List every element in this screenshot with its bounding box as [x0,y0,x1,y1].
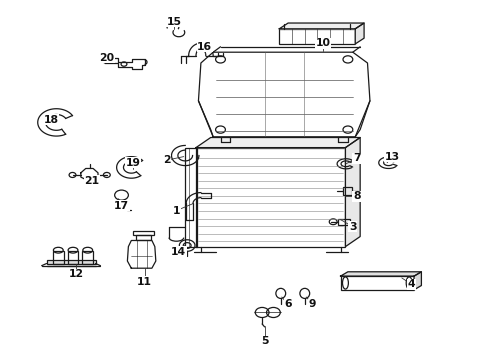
Text: 6: 6 [284,299,292,309]
Text: 4: 4 [408,279,416,289]
Text: 10: 10 [316,38,331,48]
Bar [53,251,64,264]
Bar [185,148,197,247]
Text: 18: 18 [44,114,59,125]
Text: 20: 20 [99,53,114,63]
Bar [68,251,78,264]
Text: 15: 15 [167,17,181,27]
Text: 13: 13 [385,152,399,162]
Text: 5: 5 [261,336,269,346]
Polygon shape [196,138,360,148]
Text: 11: 11 [137,276,152,287]
Bar [279,29,355,44]
Text: 14: 14 [172,247,186,257]
Bar [136,235,151,240]
Text: 17: 17 [114,201,129,211]
Text: 7: 7 [353,153,361,163]
Text: 16: 16 [197,42,212,52]
Polygon shape [414,272,421,290]
Bar [133,231,154,235]
Polygon shape [345,138,360,247]
Bar [343,187,352,195]
Text: 19: 19 [126,158,141,168]
Bar [338,219,350,225]
Bar [196,148,345,247]
Text: 21: 21 [85,176,99,186]
Polygon shape [279,23,364,29]
Text: 3: 3 [349,222,357,232]
Bar [82,251,93,264]
Polygon shape [355,23,364,44]
Text: 12: 12 [69,269,83,279]
Text: 8: 8 [353,191,361,201]
Bar [341,276,414,290]
Text: 1: 1 [172,206,180,216]
Polygon shape [341,272,421,276]
Text: 2: 2 [163,155,171,165]
Text: 9: 9 [309,299,317,309]
Bar [47,260,96,264]
